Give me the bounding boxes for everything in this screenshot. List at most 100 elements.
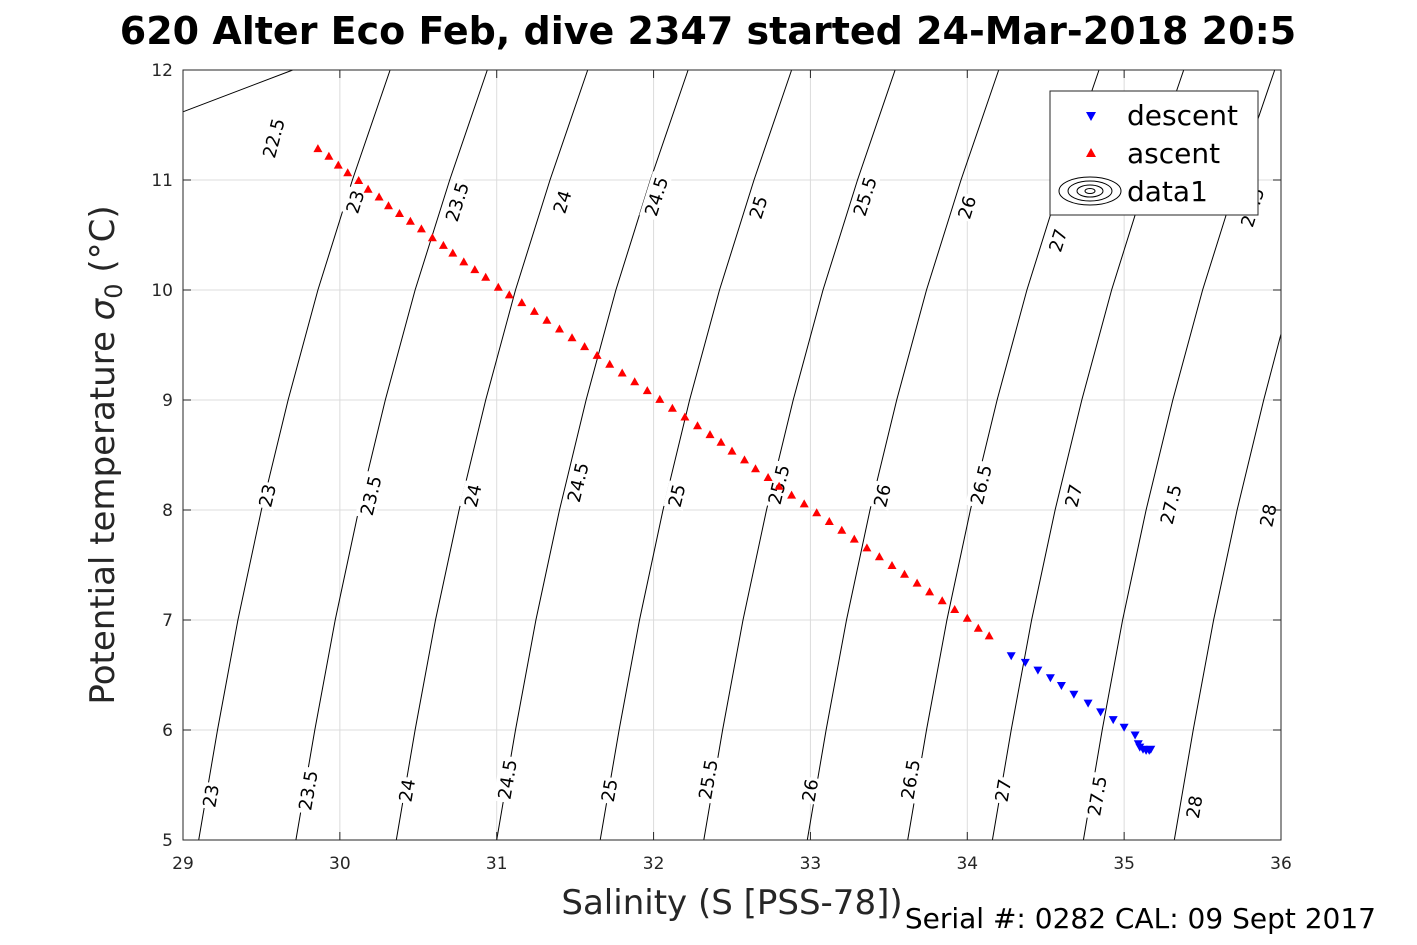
ascent-point bbox=[693, 421, 702, 430]
contour-label-group: 23 bbox=[198, 781, 224, 811]
ascent-point bbox=[973, 623, 983, 632]
contour-label-bg bbox=[596, 775, 621, 805]
y-tick-label: 11 bbox=[151, 171, 173, 191]
contour-label-bg bbox=[257, 113, 289, 163]
y-tick-label: 10 bbox=[151, 281, 173, 301]
contour-label-bg bbox=[952, 191, 980, 223]
ascent-point bbox=[962, 613, 972, 622]
y-axis-label: Potential temperature σ0 (°C) bbox=[83, 205, 128, 704]
ascent-point bbox=[655, 394, 665, 403]
ascent-point bbox=[727, 446, 737, 455]
contour-label-bg bbox=[394, 775, 419, 805]
ascent-point bbox=[716, 437, 726, 446]
ascent-point bbox=[849, 534, 859, 543]
contour-label: 27 bbox=[992, 778, 1017, 804]
contour-label: 23 bbox=[255, 482, 281, 509]
y-axis-label-unit: (°C) bbox=[83, 205, 123, 283]
y-tick-label: 8 bbox=[162, 501, 173, 521]
y-tick-label: 12 bbox=[151, 61, 173, 81]
ascent-point bbox=[567, 333, 577, 342]
contour-label: 25 bbox=[665, 482, 691, 509]
x-tick-label: 32 bbox=[643, 854, 665, 874]
contour-label-bg bbox=[562, 457, 593, 507]
contour-label-bg bbox=[744, 191, 772, 223]
ascent-point bbox=[354, 176, 364, 184]
ascent-point bbox=[470, 265, 480, 274]
contour-label: 28 bbox=[1256, 502, 1281, 529]
y-axis-label-sigma: σ bbox=[83, 297, 123, 320]
x-tick-label: 31 bbox=[486, 854, 508, 874]
legend-box bbox=[1049, 90, 1259, 216]
ascent-point bbox=[837, 525, 847, 534]
y-axis-label-subscript: 0 bbox=[100, 283, 128, 298]
contour-label-bg bbox=[1043, 224, 1071, 256]
contour-label-bg bbox=[990, 775, 1015, 805]
contour-label-group: 28 bbox=[1181, 792, 1208, 822]
ascent-point bbox=[542, 315, 552, 324]
descent-point bbox=[1045, 674, 1055, 683]
contour-label: 23 bbox=[199, 783, 224, 809]
descent-point bbox=[1130, 731, 1140, 740]
ascent-point bbox=[427, 233, 437, 242]
x-tick-label: 35 bbox=[1113, 854, 1135, 874]
contour-label: 28 bbox=[1183, 794, 1208, 820]
descent-point bbox=[1020, 658, 1030, 667]
ascent-point bbox=[555, 324, 564, 333]
contour-label-group: 24 bbox=[459, 480, 487, 511]
ascent-point bbox=[363, 184, 373, 193]
contour-label-group: 26 bbox=[797, 775, 823, 805]
contour-label-bg bbox=[1255, 500, 1281, 531]
ascent-point bbox=[592, 350, 602, 359]
x-tick-label: 34 bbox=[956, 854, 978, 874]
ascent-point bbox=[605, 359, 615, 368]
y-axis-ticks: 5 6 7 8 9 10 11 12 bbox=[151, 61, 1281, 851]
ascent-point bbox=[912, 578, 922, 587]
data-markers bbox=[313, 144, 1156, 755]
x-axis-ticks: 29 30 31 32 33 34 35 36 bbox=[172, 70, 1292, 874]
ascent-point bbox=[529, 306, 539, 315]
contour-label-bg bbox=[1181, 792, 1206, 822]
legend-descent-label: descent bbox=[1127, 99, 1238, 132]
ascent-point bbox=[333, 160, 343, 169]
ascent-point bbox=[799, 499, 809, 508]
ascent-point bbox=[580, 342, 590, 351]
contour-line bbox=[806, 69, 1000, 841]
ascent-point bbox=[763, 473, 773, 481]
contour-label: 25 bbox=[598, 778, 623, 804]
descent-point bbox=[1108, 716, 1118, 725]
contour-label-group: 27.5 bbox=[1082, 771, 1112, 821]
contour-label: 24 bbox=[396, 778, 421, 804]
y-tick-label: 6 bbox=[162, 721, 173, 741]
contour-line bbox=[703, 69, 896, 841]
contour-line bbox=[295, 69, 488, 841]
contour-label-group: 24 bbox=[394, 775, 421, 805]
ascent-point bbox=[313, 144, 323, 153]
ascent-point bbox=[504, 290, 514, 299]
ascent-point bbox=[459, 257, 469, 266]
y-tick-label: 9 bbox=[162, 391, 173, 411]
contour-label: 24 bbox=[461, 482, 487, 509]
ascent-point bbox=[705, 430, 715, 439]
contour-label-bg bbox=[548, 186, 576, 218]
contour-label-group: 25 bbox=[596, 775, 623, 805]
ascent-point bbox=[481, 272, 491, 281]
x-tick-label: 36 bbox=[1270, 854, 1292, 874]
descent-point bbox=[1033, 666, 1043, 675]
contour-label-bg bbox=[847, 171, 881, 222]
ascent-point bbox=[740, 455, 749, 464]
contour-label-bg bbox=[896, 754, 924, 804]
contour-line bbox=[182, 69, 293, 113]
x-tick-label: 29 bbox=[172, 854, 194, 874]
descent-point bbox=[1069, 690, 1079, 699]
contour-label-bg bbox=[639, 171, 673, 222]
x-tick-label: 33 bbox=[800, 854, 822, 874]
contour-label-bg bbox=[1060, 480, 1086, 511]
ascent-point bbox=[493, 282, 503, 291]
contour-label-bg bbox=[797, 775, 822, 805]
legend-ascent-marker bbox=[1086, 148, 1096, 157]
y-axis-label-main: Potential temperature bbox=[83, 320, 123, 704]
plot-box bbox=[182, 69, 1282, 841]
ascent-point bbox=[405, 216, 415, 225]
ascent-point bbox=[630, 377, 640, 386]
